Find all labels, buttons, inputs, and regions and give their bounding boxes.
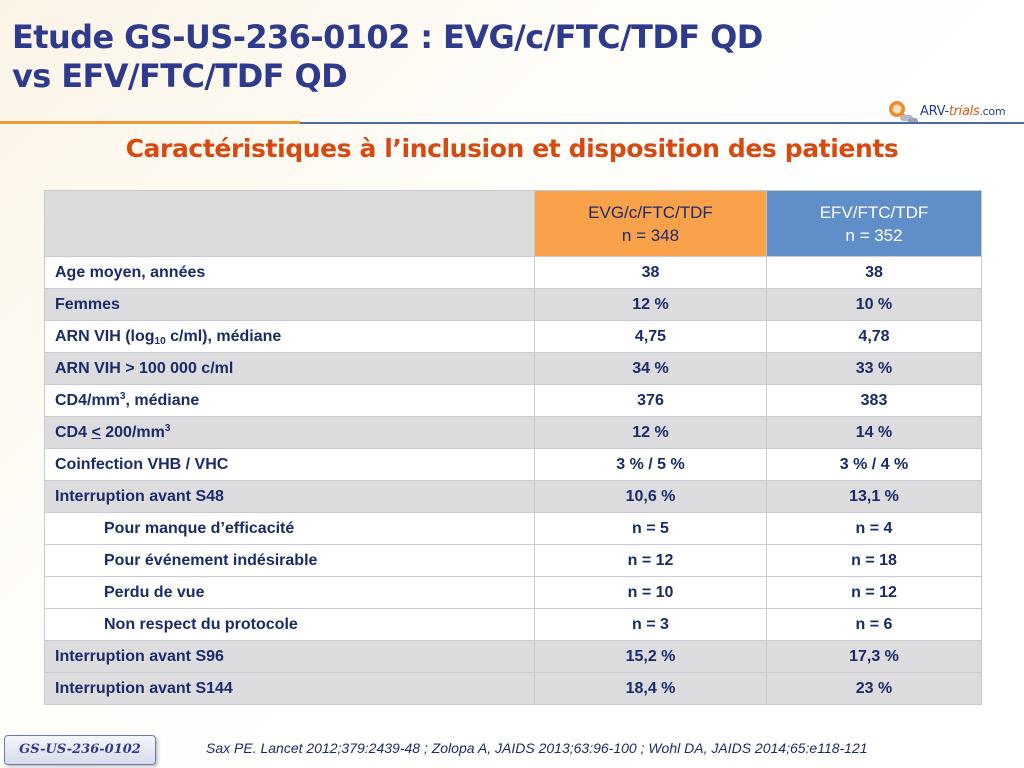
logo-text-arv: ARV- [920,104,949,119]
evg-value: 376 [534,384,767,417]
efv-value: 13,1 % [766,480,982,513]
table-row: Pour événement indésirable n = 12 n = 18 [44,544,982,577]
evg-value: n = 10 [534,576,767,609]
efv-value: 17,3 % [766,640,982,673]
efv-value: 383 [766,384,982,417]
efv-value: 14 % [766,416,982,449]
evg-value: n = 12 [534,544,767,577]
table-row: Interruption avant S144 18,4 % 23 % [44,672,982,705]
row-label: Femmes [44,288,535,321]
header-evg-n: n = 348 [621,225,680,245]
row-label: Coinfection VHB / VHC [44,448,535,481]
slide-title: Etude GS-US-236-0102 : EVG/c/FTC/TDF QD … [12,18,763,96]
efv-value: 4,78 [766,320,982,353]
efv-value: 10 % [766,288,982,321]
row-label-text-end: , médiane [125,391,200,409]
row-label: CD4 < 200/mm3 [44,416,535,449]
row-label: Interruption avant S48 [44,480,535,513]
row-label-text-end: c/ml), médiane [165,327,282,345]
evg-value: 4,75 [534,320,767,353]
table-row: Femmes 12 % 10 % [44,288,982,321]
slide-title-line-2: vs EFV/FTC/TDF QD [12,57,348,95]
row-label: CD4/mm3, médiane [44,384,535,417]
efv-value: 23 % [766,672,982,705]
evg-value: 12 % [534,288,767,321]
row-label-text-mid: 200/mm [100,423,165,441]
evg-value: 3 % / 5 % [534,448,767,481]
table-row: Interruption avant S96 15,2 % 17,3 % [44,640,982,673]
table-row: ARN VIH (log10 c/ml), médiane 4,75 4,78 [44,320,982,353]
header-efv-arm: EFV/FTC/TDF n = 352 [766,190,982,257]
references-citation: Sax PE. Lancet 2012;379:2439-48 ; Zolopa… [206,740,868,756]
efv-value: 38 [766,256,982,289]
title-rule-orange [0,121,300,124]
header-evg-arm: EVG/c/FTC/TDF n = 348 [534,190,767,257]
row-label-text: ARN VIH (log [55,327,155,345]
logo-text-com: .com [979,105,1006,118]
log-subscript: 10 [154,335,166,347]
table-row: CD4 < 200/mm3 12 % 14 % [44,416,982,449]
row-label: Non respect du protocole [44,608,535,641]
table-row: Pour manque d’efficacité n = 5 n = 4 [44,512,982,545]
unit-superscript: 3 [164,422,171,434]
evg-value: n = 3 [534,608,767,641]
row-label-text: CD4 [55,423,92,441]
header-blank-cell [44,190,535,257]
slide-title-line-1: Etude GS-US-236-0102 : EVG/c/FTC/TDF QD [12,18,763,56]
efv-value: 3 % / 4 % [766,448,982,481]
row-label: ARN VIH > 100 000 c/ml [44,352,535,385]
efv-value: n = 6 [766,608,982,641]
header-efv-name: EFV/FTC/TDF [819,202,929,222]
table-row: Coinfection VHB / VHC 3 % / 5 % 3 % / 4 … [44,448,982,481]
evg-value: 38 [534,256,767,289]
evg-value: 34 % [534,352,767,385]
slide-subtitle: Caractéristiques à l’inclusion et dispos… [125,134,899,163]
arv-trials-logo-icon [889,101,918,124]
unit-superscript: 3 [119,390,126,402]
evg-value: 12 % [534,416,767,449]
evg-value: 18,4 % [534,672,767,705]
efv-value: n = 18 [766,544,982,577]
row-label: Interruption avant S96 [44,640,535,673]
efv-value: n = 4 [766,512,982,545]
table-header-row: EVG/c/FTC/TDF n = 348 EFV/FTC/TDF n = 35… [44,190,982,257]
table-row: Age moyen, années 38 38 [44,256,982,289]
row-label: Pour manque d’efficacité [44,512,535,545]
title-rule-blue [300,122,1024,124]
row-label-text: CD4/mm [55,391,120,409]
table-row: Non respect du protocole n = 3 n = 6 [44,608,982,641]
arv-trials-logo: ARV-trials.com [886,96,1018,128]
evg-value: n = 5 [534,512,767,545]
table-row: Perdu de vue n = 10 n = 12 [44,576,982,609]
table-row: ARN VIH > 100 000 c/ml 34 % 33 % [44,352,982,385]
efv-value: n = 12 [766,576,982,609]
row-label: Interruption avant S144 [44,672,535,705]
row-label: Pour événement indésirable [44,544,535,577]
header-evg-name: EVG/c/FTC/TDF [588,202,713,222]
table-row: CD4/mm3, médiane 376 383 [44,384,982,417]
table-row: Interruption avant S48 10,6 % 13,1 % [44,480,982,513]
evg-value: 10,6 % [534,480,767,513]
logo-text-trials: trials [948,104,980,119]
row-label: Perdu de vue [44,576,535,609]
row-label: ARN VIH (log10 c/ml), médiane [44,320,535,353]
less-equal-sign: < [91,423,101,441]
arv-trials-logo-text: ARV-trials.com [920,104,1006,119]
baseline-characteristics-table: EVG/c/FTC/TDF n = 348 EFV/FTC/TDF n = 35… [44,190,982,705]
evg-value: 15,2 % [534,640,767,673]
row-label: Age moyen, années [44,256,535,289]
efv-value: 33 % [766,352,982,385]
study-id-badge: GS-US-236-0102 [4,735,156,765]
header-efv-n: n = 352 [845,225,903,245]
